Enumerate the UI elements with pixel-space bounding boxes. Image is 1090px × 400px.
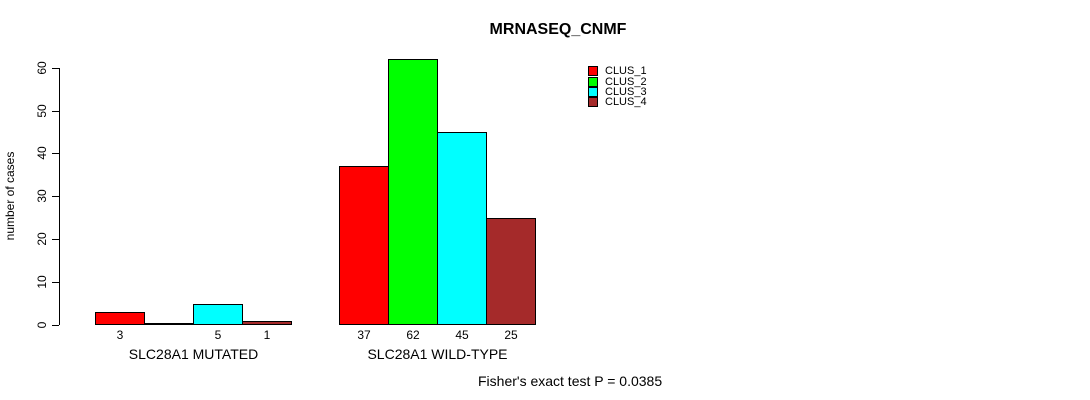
y-tick-label: 30: [35, 189, 49, 203]
bar: [486, 218, 536, 325]
y-tick: [52, 68, 59, 69]
chart-title: MRNASEQ_CNMF: [489, 21, 627, 38]
legend-swatch: [588, 97, 598, 108]
y-axis-label: number of cases: [3, 151, 17, 241]
bar: [95, 312, 145, 325]
legend-swatch: [588, 66, 598, 77]
legend-item: CLUS_4: [588, 96, 647, 109]
bar-value-label: 62: [406, 328, 420, 342]
bar: [242, 321, 292, 325]
y-tick-label: 10: [35, 275, 49, 289]
bar: [388, 59, 438, 325]
legend: CLUS_1 CLUS_2 CLUS_3 CLUS_4: [588, 66, 647, 108]
legend-label: CLUS_1: [605, 65, 647, 78]
y-tick-label: 20: [35, 232, 49, 246]
bar-value-label: 1: [263, 328, 271, 342]
y-tick: [52, 325, 59, 326]
legend-swatch: [588, 86, 598, 97]
y-tick: [52, 111, 59, 112]
legend-label: CLUS_2: [605, 75, 647, 88]
y-tick: [52, 282, 59, 283]
legend-item: CLUS_2: [588, 75, 647, 88]
y-tick-label: 0: [35, 321, 49, 329]
legend-swatch: [588, 76, 598, 87]
bar: [437, 132, 487, 325]
y-tick-label: 50: [35, 104, 49, 118]
bar-value-label: 5: [214, 328, 222, 342]
bar: [144, 323, 194, 325]
y-axis-line: [59, 68, 60, 325]
legend-item: CLUS_1: [588, 65, 647, 78]
legend-label: CLUS_4: [605, 96, 647, 109]
bar: [339, 166, 389, 325]
footer-caption: Fisher's exact test P = 0.0385: [478, 373, 663, 389]
legend-label: CLUS_3: [605, 85, 647, 98]
y-tick-label: 40: [35, 146, 49, 160]
y-tick: [52, 196, 59, 197]
legend-item: CLUS_3: [588, 85, 647, 98]
bar-value-label: 37: [357, 328, 371, 342]
bar: [193, 304, 243, 325]
bar-value-label: 45: [455, 328, 469, 342]
y-tick: [52, 239, 59, 240]
bar-value-label: 3: [116, 328, 124, 342]
y-tick-label: 60: [35, 61, 49, 75]
y-tick: [52, 153, 59, 154]
group-label: SLC28A1 WILD-TYPE: [367, 346, 508, 362]
group-label: SLC28A1 MUTATED: [128, 346, 259, 362]
bar-value-label: 25: [504, 328, 518, 342]
